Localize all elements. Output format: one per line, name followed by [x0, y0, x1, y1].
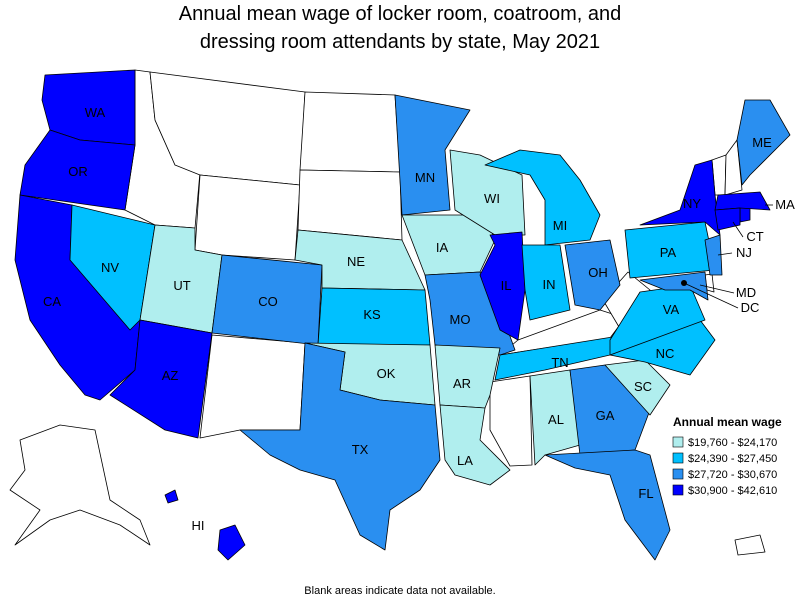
state-shape: [299, 91, 401, 173]
state-shape: [439, 404, 511, 486]
state-shape: [714, 207, 741, 231]
legend-label: $27,720 - $30,670: [688, 469, 777, 481]
state-label: NC: [656, 346, 675, 361]
state-label: WA: [85, 105, 106, 120]
state-shape: [604, 359, 671, 416]
footnote: Blank areas indicate data not available.: [304, 585, 495, 597]
leader-line: [683, 282, 739, 309]
legend-swatch: [672, 436, 684, 448]
state-shape: [434, 344, 501, 409]
state-label: HI: [192, 518, 205, 533]
state-label: PA: [660, 245, 677, 260]
state-label: NY: [683, 196, 701, 211]
state-label: IA: [436, 240, 449, 255]
legend-swatch: [672, 452, 684, 464]
state-label: MI: [553, 218, 567, 233]
state-shape: [529, 369, 581, 466]
state-shape: [639, 271, 709, 301]
puerto-rico: [734, 534, 766, 556]
state-shape: [297, 169, 403, 241]
state-label: MN: [415, 170, 435, 185]
state-shape: [739, 207, 751, 223]
title-line: Annual mean wage of locker room, coatroo…: [179, 3, 621, 25]
state-shape: [239, 342, 441, 551]
state-shape: [521, 244, 571, 321]
state-label: LA: [457, 453, 473, 468]
state-label: CT: [746, 229, 763, 244]
state-shape: [704, 234, 723, 276]
state-label: TN: [551, 355, 568, 370]
state-shape: [484, 149, 601, 246]
legend-swatch: [672, 484, 684, 496]
state-label: KS: [363, 307, 381, 322]
dc-dot: [681, 280, 687, 286]
state-label: SC: [634, 379, 652, 394]
state-shape: [714, 191, 771, 211]
state-shape: [449, 149, 526, 236]
state-shape: [69, 204, 156, 331]
legend-title: Annual mean wage: [673, 415, 782, 429]
leader-line: [699, 284, 735, 294]
state-label: UT: [173, 278, 190, 293]
state-label: WI: [484, 191, 500, 206]
state-label: OK: [377, 366, 396, 381]
state-label: OH: [588, 265, 608, 280]
legend-label: $19,760 - $24,170: [688, 437, 777, 449]
state-label: OR: [68, 164, 88, 179]
state-shape: [564, 239, 621, 311]
state-shape: [544, 449, 671, 561]
state-shape: [194, 174, 301, 261]
state-label: VA: [663, 302, 680, 317]
state-label: AR: [453, 376, 471, 391]
state-label: IN: [543, 277, 556, 292]
state-shape: [164, 489, 179, 504]
state-shape: [479, 231, 526, 341]
state-label: GA: [596, 408, 615, 423]
state-label: CA: [43, 294, 61, 309]
state-label: CO: [258, 294, 278, 309]
state-shape: [736, 99, 791, 186]
state-shape: [217, 524, 246, 561]
state-label: NE: [347, 254, 365, 269]
state-label: FL: [638, 486, 653, 501]
leader-line: [732, 221, 744, 238]
state-label: MA: [775, 197, 795, 212]
alaska: [9, 424, 151, 546]
title-line: dressing room attendants by state, May 2…: [200, 31, 600, 53]
state-label: MD: [736, 285, 756, 300]
state-label: NV: [101, 260, 119, 275]
state-shape: [19, 129, 136, 211]
state-label: MO: [450, 312, 471, 327]
state-label: IL: [501, 278, 512, 293]
state-shape: [489, 375, 533, 467]
state-shape: [609, 284, 706, 356]
state-shape: [569, 364, 651, 456]
state-shape: [394, 94, 471, 216]
state-label: AL: [548, 412, 564, 427]
state-shape: [724, 139, 743, 196]
state-shape: [199, 334, 306, 439]
state-shape: [639, 159, 721, 236]
leader-line: [717, 252, 733, 256]
state-label: NJ: [736, 245, 752, 260]
legend-label: $24,390 - $27,450: [688, 453, 777, 465]
state-label: DC: [741, 300, 760, 315]
state-shape: [494, 334, 626, 381]
legend-label: $30,900 - $42,610: [688, 485, 777, 497]
state-label: TX: [352, 442, 369, 457]
legend-swatch: [672, 468, 684, 480]
state-label: ME: [752, 135, 772, 150]
state-label: AZ: [162, 368, 179, 383]
